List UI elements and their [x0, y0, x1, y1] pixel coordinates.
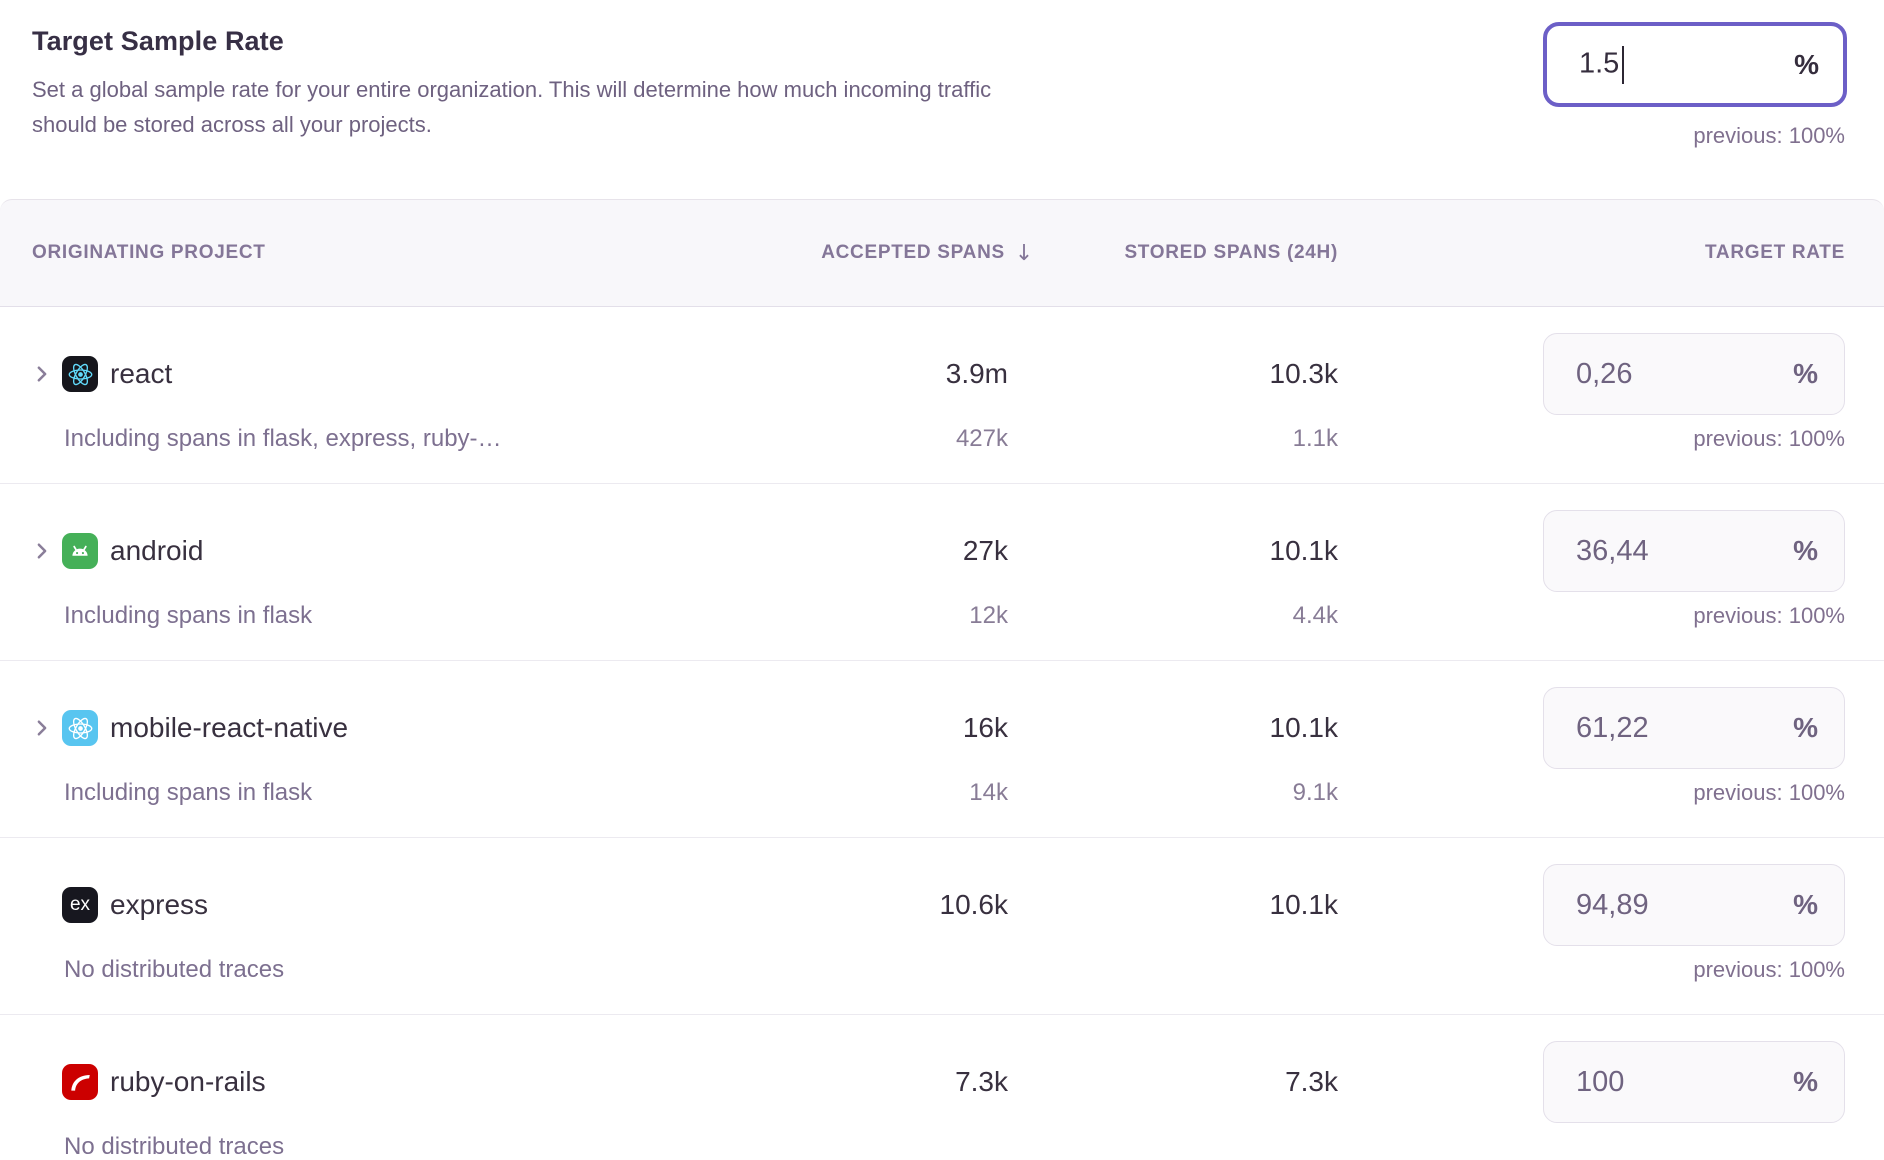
project-name: android	[110, 535, 204, 566]
android-icon	[62, 533, 98, 569]
target-rate-value: 36,44	[1576, 534, 1649, 567]
target-rate-input[interactable]: 36,44 %	[1543, 510, 1845, 592]
percent-unit-label: %	[1793, 358, 1818, 389]
column-header-target-rate: TARGET RATE	[1705, 242, 1845, 263]
page-title: Target Sample Rate	[32, 26, 284, 56]
accepted-spans-value: 10.6k	[939, 889, 1009, 920]
column-header-accepted-spans[interactable]: ACCEPTED SPANS ↓	[821, 240, 1034, 266]
rails-icon	[62, 1064, 98, 1100]
project-name: express	[110, 889, 209, 920]
percent-unit-label: %	[1793, 712, 1818, 743]
distributed-traces-note: No distributed traces	[64, 1133, 285, 1160]
table-row: mobile-react-native 16k 10.1k 61,22 % In…	[0, 661, 1884, 838]
distributed-traces-note: Including spans in flask	[64, 779, 313, 806]
page-description-line2: should be stored across all your project…	[32, 112, 432, 137]
accepted-spans-sub-value: 12k	[969, 602, 1008, 629]
accepted-spans-sub-value: 14k	[969, 779, 1008, 806]
accepted-spans-value: 7.3k	[955, 1066, 1008, 1097]
table-row: android 27k 10.1k 36,44 % Including span…	[0, 484, 1884, 661]
previous-rate-label: previous: 100%	[1693, 603, 1845, 628]
column-header-stored-spans: STORED SPANS (24H)	[1124, 242, 1338, 263]
percent-unit-label: %	[1793, 535, 1818, 566]
previous-rate-label: previous: 100%	[1693, 957, 1845, 982]
project-name: react	[110, 358, 173, 389]
projects-sample-rate-table: ORIGINATING PROJECT ACCEPTED SPANS ↓ STO…	[0, 199, 1884, 1160]
accepted-spans-sub-value: 427k	[955, 425, 1008, 452]
chevron-right-icon[interactable]	[32, 364, 52, 384]
distributed-traces-note: Including spans in flask	[64, 602, 313, 629]
accepted-spans-value: 27k	[962, 535, 1008, 566]
table-row: react 3.9m 10.3k 0,26 % Including spans …	[0, 307, 1884, 484]
react-icon	[62, 356, 98, 392]
previous-rate-label: previous: 100%	[1693, 426, 1845, 451]
stored-spans-value: 7.3k	[1285, 1066, 1338, 1097]
stored-spans-sub-value	[1008, 1125, 1338, 1160]
stored-spans-value: 10.1k	[1269, 712, 1339, 743]
accepted-spans-value: 16k	[962, 712, 1008, 743]
target-rate-value: 61,22	[1576, 711, 1649, 744]
target-rate-input[interactable]: 61,22 %	[1543, 687, 1845, 769]
previous-rate-label	[1338, 1125, 1845, 1160]
text-cursor	[1622, 45, 1625, 84]
previous-rate-label: previous: 100%	[1693, 780, 1845, 805]
accepted-spans-value: 3.9m	[945, 358, 1008, 389]
table-header-row: ORIGINATING PROJECT ACCEPTED SPANS ↓ STO…	[0, 199, 1884, 307]
page-description: Set a global sample rate for your entire…	[32, 72, 991, 142]
stored-spans-value: 10.3k	[1269, 358, 1339, 389]
target-rate-value: 0,26	[1576, 357, 1633, 390]
stored-spans-sub-value	[1008, 948, 1338, 992]
percent-unit-label: %	[1793, 889, 1818, 920]
target-rate-value: 100	[1576, 1065, 1625, 1098]
percent-unit-label: %	[1794, 48, 1819, 80]
target-rate-input[interactable]: 94,89 %	[1543, 864, 1845, 946]
stored-spans-sub-value: 9.1k	[1292, 779, 1338, 806]
table-row: ruby-on-rails 7.3k 7.3k 100 % No distrib…	[0, 1015, 1884, 1160]
accepted-spans-sub-value	[672, 1125, 1008, 1160]
project-name: mobile-react-native	[110, 712, 349, 743]
express-icon: ex	[62, 887, 98, 923]
stored-spans-value: 10.1k	[1269, 535, 1339, 566]
target-rate-input[interactable]: 100 %	[1543, 1041, 1845, 1123]
chevron-right-icon[interactable]	[32, 718, 52, 738]
sort-descending-icon: ↓	[1014, 240, 1034, 266]
distributed-traces-note: No distributed traces	[64, 956, 285, 983]
column-header-originating-project: ORIGINATING PROJECT	[32, 242, 266, 263]
global-previous-rate-label: previous: 100%	[1693, 123, 1845, 148]
target-sample-rate-section: Target Sample Rate Set a global sample r…	[0, 0, 1884, 199]
project-name: ruby-on-rails	[110, 1066, 266, 1097]
accepted-spans-sub-value	[672, 948, 1008, 992]
chevron-right-icon[interactable]	[32, 541, 52, 561]
global-sample-rate-value: 1.5	[1579, 45, 1625, 84]
page-description-line1: Set a global sample rate for your entire…	[32, 77, 992, 102]
react-native-icon	[62, 710, 98, 746]
table-row: ex express 10.6k 10.1k 94,89 % No distri…	[0, 838, 1884, 1015]
stored-spans-value: 10.1k	[1269, 889, 1339, 920]
stored-spans-sub-value: 4.4k	[1292, 602, 1338, 629]
stored-spans-sub-value: 1.1k	[1292, 425, 1338, 452]
table-body: react 3.9m 10.3k 0,26 % Including spans …	[0, 307, 1884, 1160]
distributed-traces-note: Including spans in flask, express, ruby-…	[64, 425, 502, 452]
target-rate-value: 94,89	[1576, 888, 1649, 921]
percent-unit-label: %	[1793, 1066, 1818, 1097]
target-rate-input[interactable]: 0,26 %	[1543, 333, 1845, 415]
global-sample-rate-input[interactable]: 1.5 %	[1543, 22, 1847, 107]
